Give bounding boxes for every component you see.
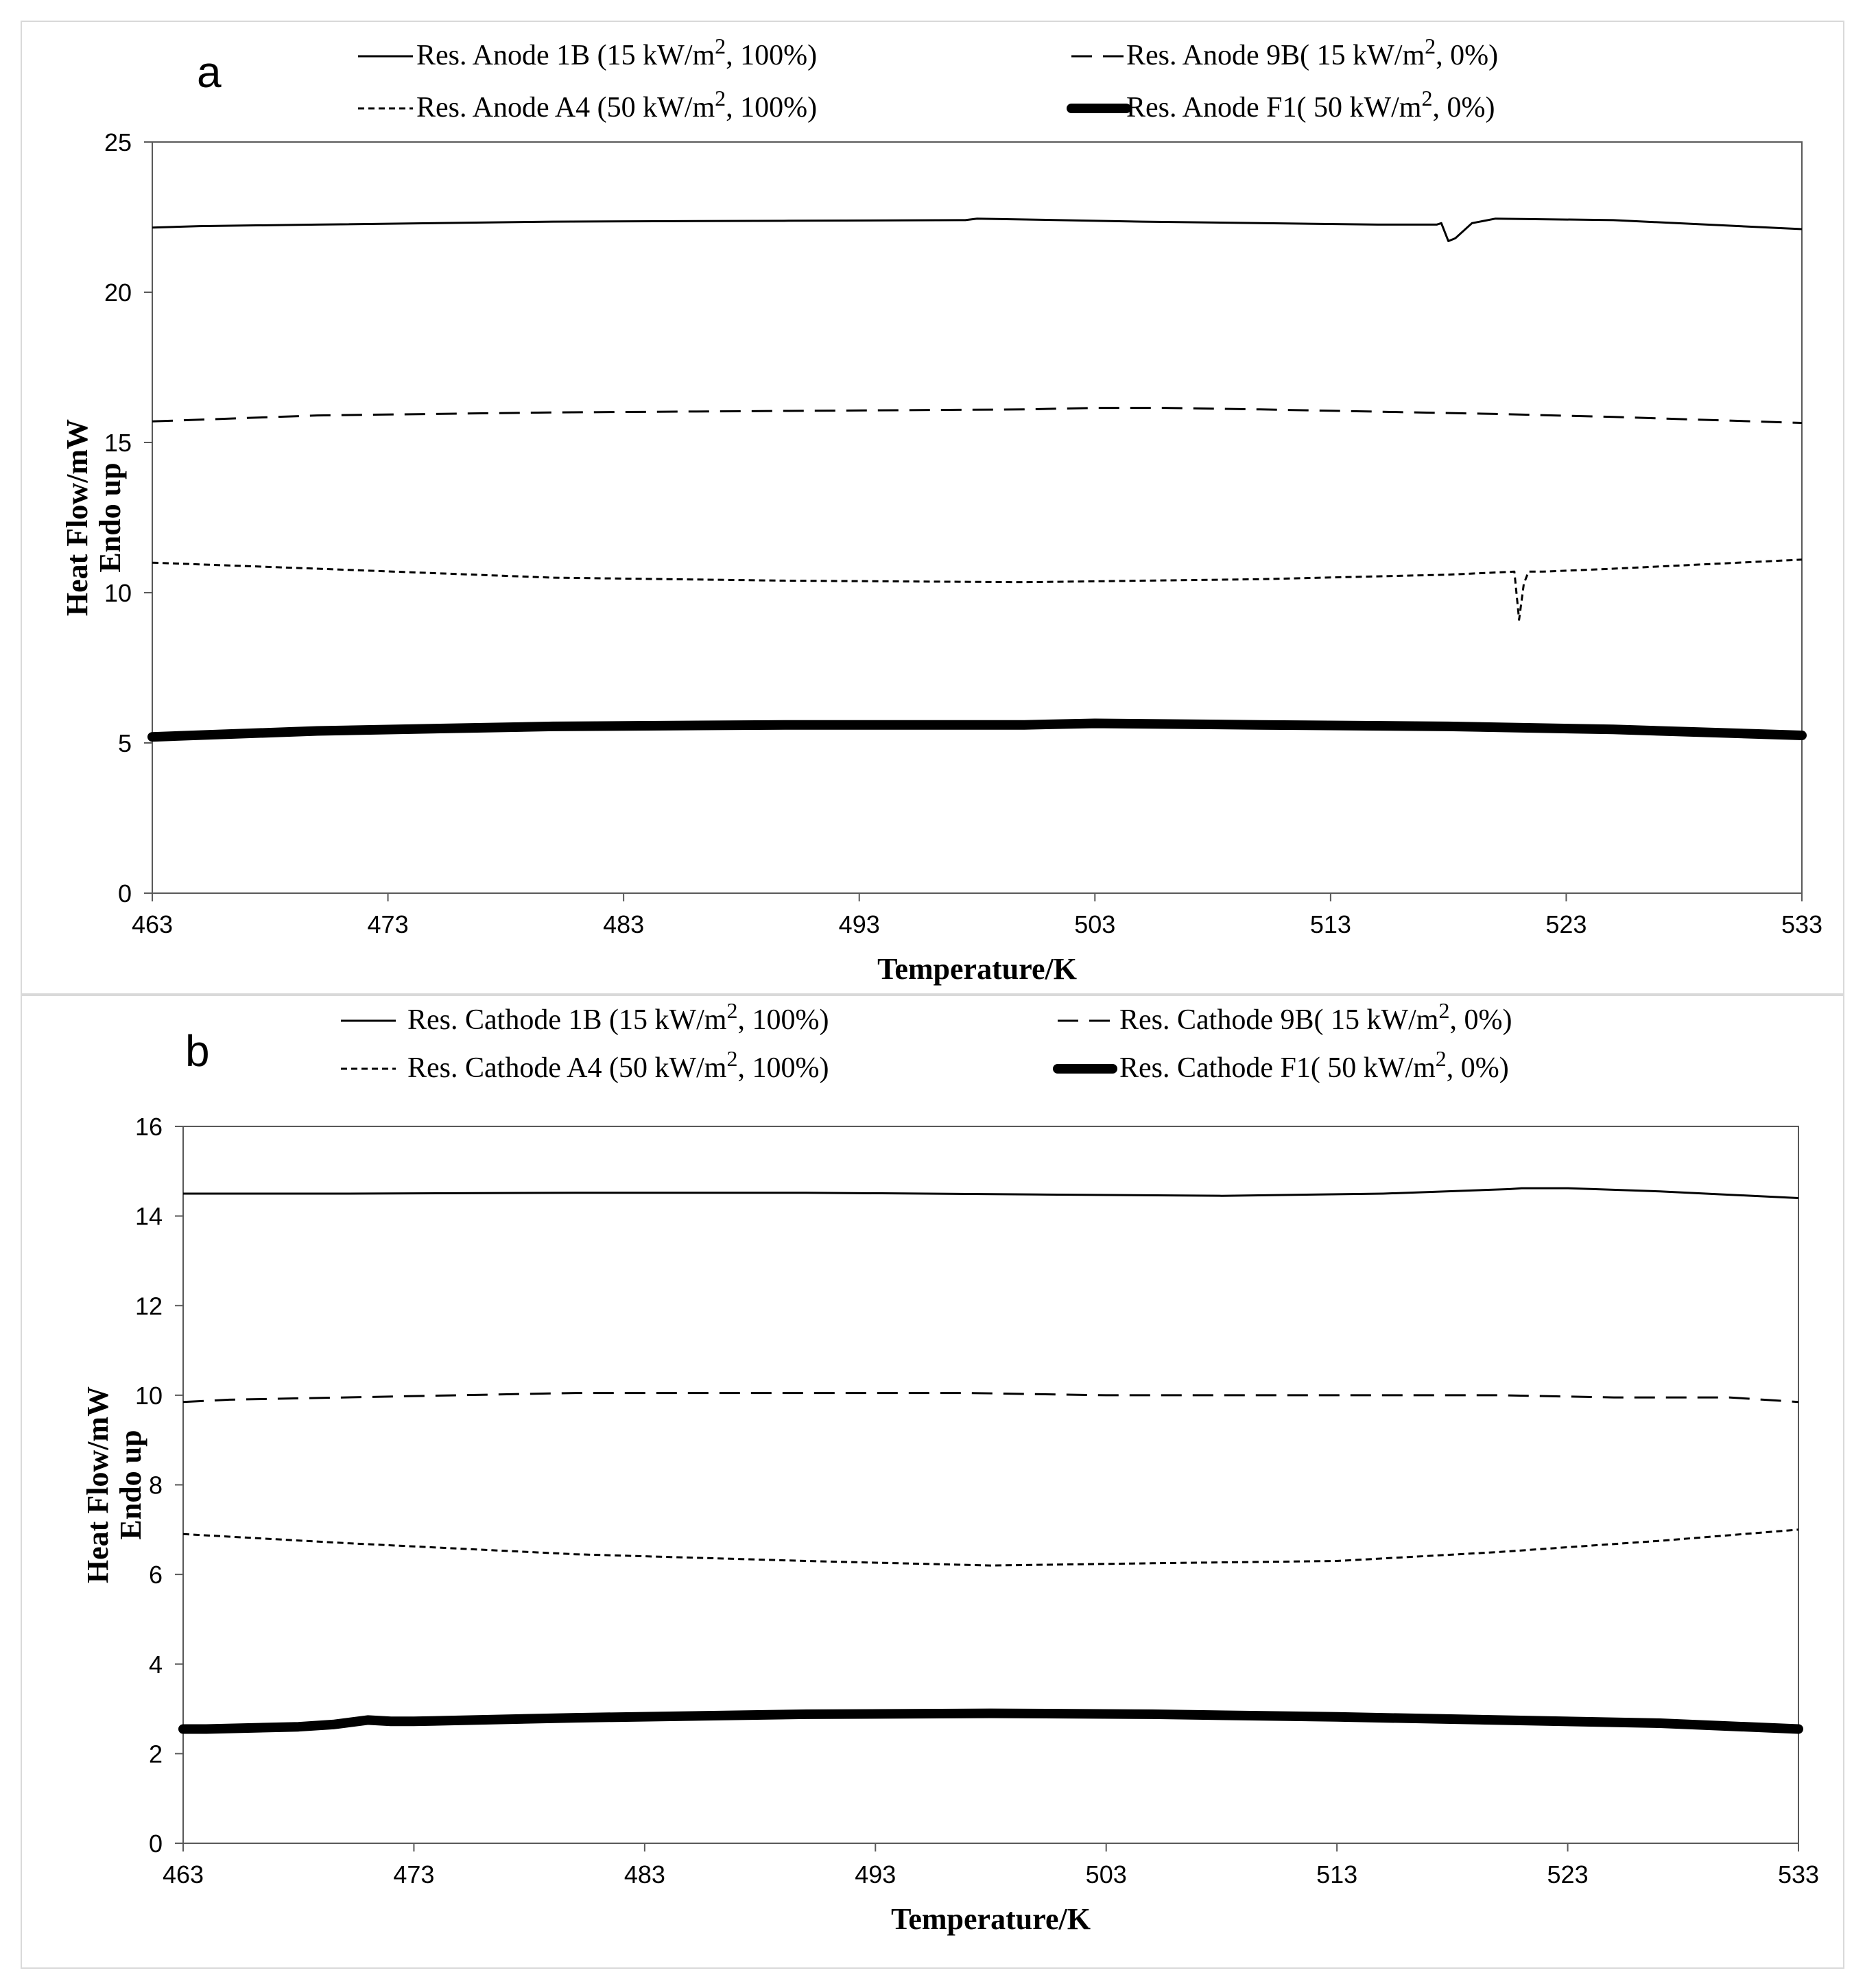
series-line-solid (152, 217, 1803, 242)
x-tick-label: 483 (624, 1860, 665, 1889)
y-tick-label: 4 (149, 1650, 163, 1679)
x-tick-label: 513 (1310, 910, 1351, 938)
legend-label: Res. Cathode 9B( 15 kW/m2, 0%) (1119, 998, 1512, 1036)
legend-label: Res. Cathode F1( 50 kW/m2, 0%) (1119, 1046, 1509, 1084)
x-tick-label: 463 (132, 910, 173, 938)
x-tick-label: 523 (1545, 910, 1587, 938)
legend-label: Res. Anode A4 (50 kW/m2, 100%) (416, 86, 817, 123)
y-tick-label: 25 (104, 128, 132, 156)
x-tick-label: 493 (839, 910, 880, 938)
y-tick-label: 16 (135, 1113, 163, 1141)
chart-panel-a: a 463 473 483 493 503 513 523 533 0 5 10 15 20 25 Tempe… (21, 21, 1844, 995)
panel-label: b (185, 1026, 210, 1076)
y-tick-label: 0 (118, 879, 132, 908)
series-line-dot (182, 1528, 1799, 1567)
panel-label: a (197, 47, 222, 97)
series-line-solid (183, 1187, 1799, 1199)
chart-a-svg: a 463 473 483 493 503 513 523 533 0 5 10 15 20 25 Tempe… (60, 34, 1822, 986)
y-tick-label: 14 (135, 1203, 163, 1231)
x-tick-label: 503 (1074, 910, 1115, 938)
legend-label: Res. Anode 9B( 15 kW/m2, 0%) (1126, 34, 1498, 71)
x-tick-label: 483 (603, 910, 644, 938)
legend-label: Res. Anode 1B (15 kW/m2, 100%) (416, 34, 817, 71)
y-tick-label: 15 (104, 429, 132, 457)
series-line-dot (152, 558, 1803, 621)
x-tick-label: 513 (1316, 1860, 1357, 1889)
x-tick-label: 523 (1547, 1860, 1589, 1889)
x-axis-title: Temperature/K (877, 952, 1077, 986)
x-axis-title: Temperature/K (891, 1902, 1091, 1936)
y-tick-label: 10 (135, 1382, 163, 1410)
legend-label: Res. Cathode 1B (15 kW/m2, 100%) (407, 998, 829, 1036)
x-tick-label: 463 (163, 1860, 204, 1889)
x-tick-label: 503 (1086, 1860, 1127, 1889)
chart-b-svg: b 463 473 483 493 503 513 523 533 0 2 4 6 8 10 12 14 16 Te… (81, 998, 1819, 1936)
x-tick-label: 473 (368, 910, 409, 938)
y-tick-label: 20 (104, 279, 132, 307)
y-tick-label: 8 (149, 1471, 163, 1500)
plot-area-frame (152, 141, 1803, 894)
series-line-thick (178, 1708, 1803, 1734)
y-tick-label: 10 (104, 579, 132, 607)
series-line-thick (147, 718, 1807, 742)
x-tick-label: 533 (1781, 910, 1822, 938)
y-tick-label: 2 (149, 1740, 163, 1768)
legend-label: Res. Cathode A4 (50 kW/m2, 100%) (407, 1046, 829, 1084)
x-tick-label: 493 (855, 1860, 896, 1889)
y-axis-title: Heat Flow/mWEndo up (60, 419, 127, 616)
plot-area-frame (182, 1126, 1799, 1844)
series-line-dash (152, 407, 1803, 424)
chart-panel-b: b 463 473 483 493 503 513 523 533 0 2 4 6 8 10 12 14 16 Te… (21, 995, 1844, 1969)
y-tick-label: 12 (135, 1292, 163, 1320)
x-tick-label: 533 (1778, 1860, 1819, 1889)
y-tick-label: 6 (149, 1561, 163, 1589)
series-line-dash (182, 1392, 1799, 1404)
x-tick-label: 473 (393, 1860, 434, 1889)
y-tick-label: 0 (149, 1830, 163, 1858)
y-tick-label: 5 (118, 729, 132, 757)
legend-label: Res. Anode F1( 50 kW/m2, 0%) (1126, 86, 1495, 123)
y-axis-title: Heat Flow/mWEndo up (81, 1386, 147, 1583)
